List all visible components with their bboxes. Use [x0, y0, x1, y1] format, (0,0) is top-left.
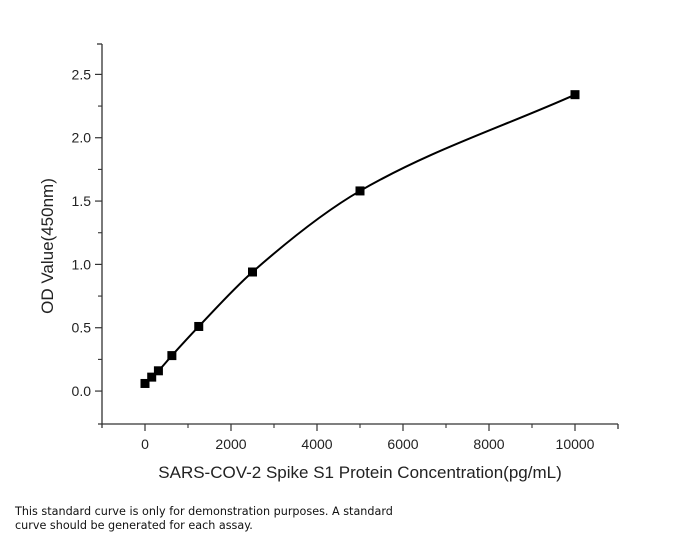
x-tick-label: 6000 — [387, 436, 418, 452]
x-tick-label: 0 — [141, 436, 149, 452]
data-point — [140, 378, 150, 388]
y-tick-label: 0.5 — [72, 320, 92, 336]
x-tick-label: 8000 — [473, 436, 504, 452]
y-tick-label: 2.5 — [72, 66, 92, 82]
data-point — [153, 366, 163, 376]
data-point — [167, 351, 177, 361]
y-tick-label: 2.0 — [72, 130, 92, 146]
data-point — [147, 372, 157, 382]
data-point — [355, 186, 365, 196]
axes — [97, 43, 619, 429]
curve-layer — [144, 93, 576, 385]
y-tick-label: 1.0 — [72, 256, 92, 272]
x-axis-title: SARS-COV-2 Spike S1 Protein Concentratio… — [158, 463, 561, 482]
data-point — [248, 267, 257, 277]
points-layer — [140, 90, 580, 388]
y-tick-label: 1.5 — [72, 193, 92, 209]
x-tick-label: 4000 — [301, 436, 332, 452]
x-tick-label: 2000 — [215, 436, 246, 452]
standard-curve-chart: 0.0 0.5 1.0 1.5 2.0 2.5 0 2000 4000 6000 8000 10000… — [38, 43, 619, 482]
data-point — [570, 90, 580, 100]
fit-curve — [144, 93, 576, 385]
caption-note: This standard curve is only for demonstr… — [15, 505, 393, 532]
x-tick-label: 10000 — [556, 436, 595, 452]
y-tick-label: 0.0 — [72, 383, 92, 399]
data-point — [194, 321, 204, 331]
ticks: 0.0 0.5 1.0 1.5 2.0 2.5 0 2000 4000 6000 8000 10000 — [72, 66, 595, 452]
y-axis-title: OD Value(450nm) — [38, 178, 57, 314]
